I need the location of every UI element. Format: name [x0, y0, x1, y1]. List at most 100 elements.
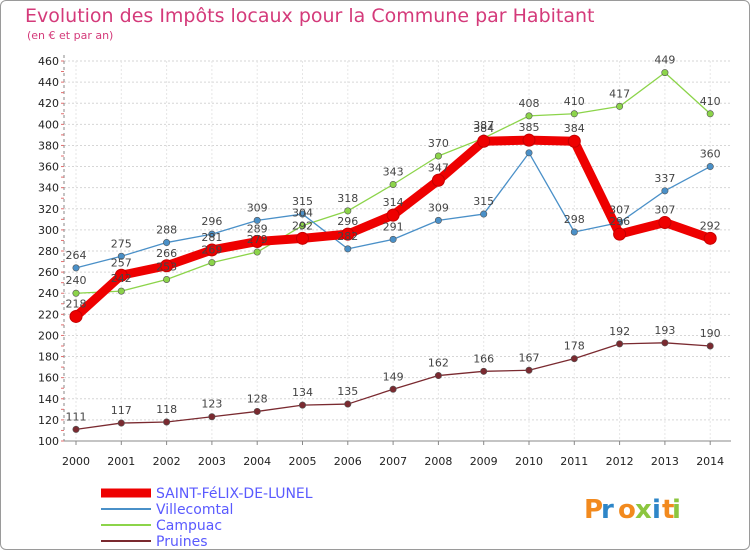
y-tick-label: 340 — [38, 182, 59, 195]
y-tick-label: 400 — [38, 118, 59, 131]
data-point — [253, 407, 261, 415]
y-tick-label: 160 — [38, 372, 59, 385]
x-tick-label: 2004 — [243, 455, 271, 468]
data-point — [72, 289, 80, 297]
data-label: 296 — [201, 215, 222, 228]
data-point — [706, 342, 714, 350]
data-label: 291 — [383, 220, 404, 233]
data-point — [525, 112, 533, 120]
x-tick-label: 2008 — [424, 455, 452, 468]
data-label: 266 — [156, 247, 177, 260]
x-tick-label: 2012 — [606, 455, 634, 468]
data-label: 118 — [156, 403, 177, 416]
data-label: 190 — [700, 327, 721, 340]
chart-subtitle: (en € et par an) — [27, 29, 114, 42]
data-point — [706, 163, 714, 171]
data-label: 123 — [201, 398, 222, 411]
data-point — [344, 245, 352, 253]
data-label: 292 — [700, 219, 721, 232]
logo-letter: r — [601, 495, 614, 525]
y-axis-ticks: 100 120 140 160 180 200 220 240 260 280 300 320 340 3… — [38, 55, 59, 448]
y-tick-label: 140 — [38, 393, 59, 406]
data-point — [525, 149, 533, 157]
data-label: 385 — [519, 121, 540, 134]
logo-letter: i — [672, 495, 681, 525]
data-point — [298, 210, 306, 218]
data-label: 279 — [247, 233, 268, 246]
x-tick-label: 2001 — [107, 455, 135, 468]
y-tick-label: 440 — [38, 76, 59, 89]
logo-letter: o — [618, 495, 636, 525]
data-point — [434, 216, 442, 224]
y-tick-label: 180 — [38, 351, 59, 364]
data-point — [117, 252, 125, 260]
data-point — [117, 419, 125, 427]
data-label: 218 — [66, 297, 87, 310]
data-label: 282 — [337, 230, 358, 243]
x-tick-label: 2013 — [651, 455, 679, 468]
data-point — [567, 134, 581, 148]
x-tick-label: 2005 — [289, 455, 317, 468]
data-label: 192 — [609, 325, 630, 338]
data-label: 360 — [700, 148, 721, 161]
data-label: 162 — [428, 357, 449, 370]
data-label: 253 — [156, 261, 177, 274]
data-point — [431, 173, 445, 187]
data-label: 178 — [564, 340, 585, 353]
data-labels: 111 117 118 123 128 134 135 149 162 166 167 178 192 1… — [66, 54, 721, 424]
legend-label: Campuac — [156, 518, 222, 534]
data-point — [250, 235, 264, 248]
series-group — [69, 69, 717, 433]
data-label: 343 — [383, 166, 404, 179]
data-label: 298 — [564, 213, 585, 226]
y-tick-label: 260 — [38, 266, 59, 279]
data-label: 410 — [564, 95, 585, 108]
x-tick-label: 2006 — [334, 455, 362, 468]
data-label: 167 — [519, 351, 540, 364]
y-tick-label: 280 — [38, 245, 59, 258]
legend: SAINT-FéLIX-DE-LUNELVillecomtalCampuacPr… — [101, 486, 313, 550]
x-tick-label: 2002 — [153, 455, 181, 468]
data-label: 309 — [247, 201, 268, 214]
data-point — [434, 372, 442, 380]
data-point — [163, 239, 171, 247]
data-label: 304 — [292, 207, 313, 220]
data-label: 314 — [383, 196, 404, 209]
x-tick-label: 2003 — [198, 455, 226, 468]
data-label: 111 — [66, 410, 87, 423]
data-label: 117 — [111, 404, 132, 417]
data-label: 240 — [66, 274, 87, 287]
data-point — [69, 309, 83, 323]
data-point — [389, 181, 397, 189]
data-point — [525, 366, 533, 374]
x-tick-label: 2007 — [379, 455, 407, 468]
data-label: 307 — [609, 204, 630, 217]
data-point — [344, 400, 352, 408]
data-label: 384 — [473, 122, 494, 135]
data-point — [205, 243, 219, 257]
data-point — [706, 110, 714, 118]
data-point — [389, 235, 397, 243]
data-label: 315 — [473, 195, 494, 208]
data-label: 193 — [654, 324, 675, 337]
chart-title: Evolution des Impôts locaux pour la Comm… — [25, 5, 595, 27]
y-tick-label: 300 — [38, 224, 59, 237]
data-label: 315 — [292, 195, 313, 208]
data-label: 417 — [609, 87, 630, 100]
data-point — [613, 227, 627, 241]
y-tick-label: 380 — [38, 139, 59, 152]
y-tick-label: 100 — [38, 435, 59, 448]
data-label: 408 — [519, 97, 540, 110]
data-point — [344, 207, 352, 215]
data-label: 337 — [654, 172, 675, 185]
data-point — [160, 259, 174, 273]
data-label: 257 — [111, 256, 132, 269]
x-tick-label: 2010 — [515, 455, 543, 468]
data-label: 296 — [337, 215, 358, 228]
x-tick-label: 2014 — [696, 455, 724, 468]
legend-label: Pruines — [156, 534, 208, 550]
data-label: 135 — [337, 385, 358, 398]
y-tick-label: 200 — [38, 329, 59, 342]
